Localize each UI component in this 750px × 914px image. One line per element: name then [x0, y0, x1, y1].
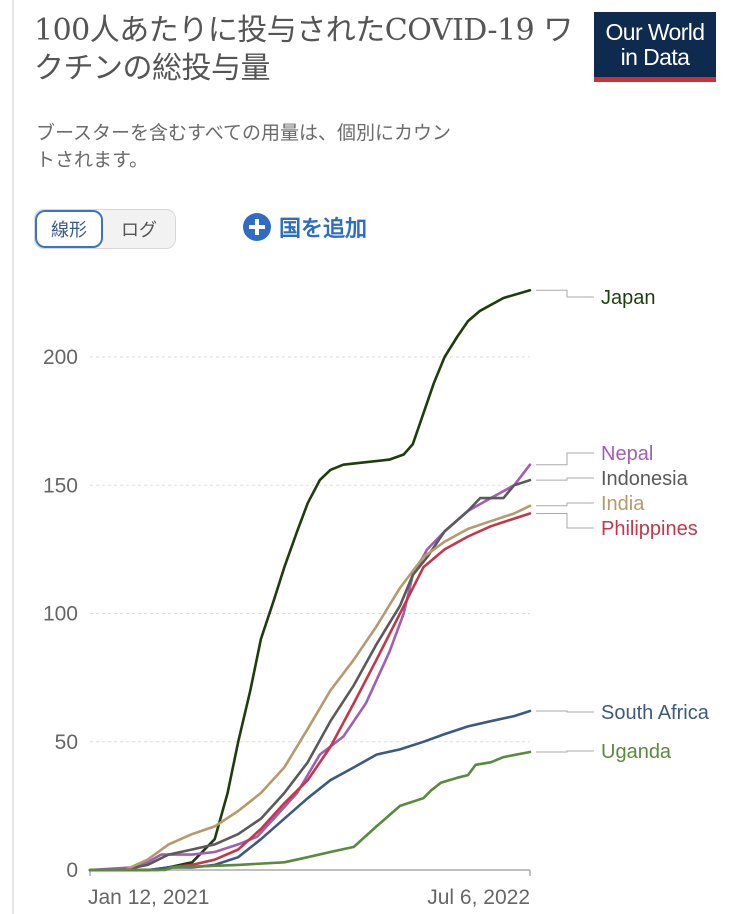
- left-border: [12, 0, 14, 914]
- y-tick-label-150: 150: [43, 474, 78, 497]
- series-line-nepal: [88, 463, 532, 872]
- x-tick-label-end: Jul 6, 2022: [427, 886, 530, 909]
- series-line-uganda: [88, 750, 532, 872]
- log-scale-button[interactable]: ログ: [103, 210, 175, 248]
- y-tick-label-0: 0: [66, 859, 78, 882]
- leader-line-japan: [536, 289, 594, 298]
- leader-line-uganda: [536, 750, 594, 753]
- series-label-nepal: Nepal: [601, 443, 653, 465]
- y-tick-label-200: 200: [43, 346, 78, 369]
- y-tick-label-50: 50: [55, 731, 78, 754]
- series-label-indonesia: Indonesia: [601, 468, 689, 490]
- series-line-japan: [88, 289, 532, 872]
- add-country-button[interactable]: 国を追加: [243, 210, 367, 244]
- leader-line-nepal: [536, 452, 594, 466]
- series-line-indonesia: [88, 478, 532, 872]
- series-line-philippines: [88, 512, 532, 872]
- series-label-uganda: Uganda: [601, 741, 672, 763]
- series-line-india: [88, 504, 532, 872]
- y-tick-label-100: 100: [43, 603, 78, 626]
- logo-line-2: in Data: [620, 44, 690, 70]
- owid-logo[interactable]: Our World in Data: [594, 12, 716, 82]
- leader-line-india: [536, 502, 594, 507]
- series-label-india: India: [601, 493, 645, 515]
- series-line-south-africa: [88, 709, 532, 872]
- series-label-japan: Japan: [601, 287, 656, 309]
- series-label-south-africa: South Africa: [601, 702, 710, 724]
- scale-toggle: 線形 ログ: [34, 209, 176, 249]
- add-country-label: 国を追加: [279, 217, 368, 242]
- linear-scale-button[interactable]: 線形: [35, 210, 103, 248]
- leader-line-philippines: [536, 513, 594, 529]
- x-tick-label-start: Jan 12, 2021: [88, 886, 209, 909]
- leader-line-indonesia: [536, 477, 594, 481]
- series-label-philippines: Philippines: [601, 518, 698, 540]
- logo-line-1: Our World: [605, 19, 706, 45]
- chart-subtitle: ブースターを含むすべての用量は、個別にカウントされます。: [36, 122, 451, 171]
- chart-title: 100人あたりに投与されたCOVID-19 ワクチンの総投与量: [34, 13, 573, 86]
- leader-line-south-africa: [536, 710, 594, 713]
- plus-icon: [243, 213, 271, 241]
